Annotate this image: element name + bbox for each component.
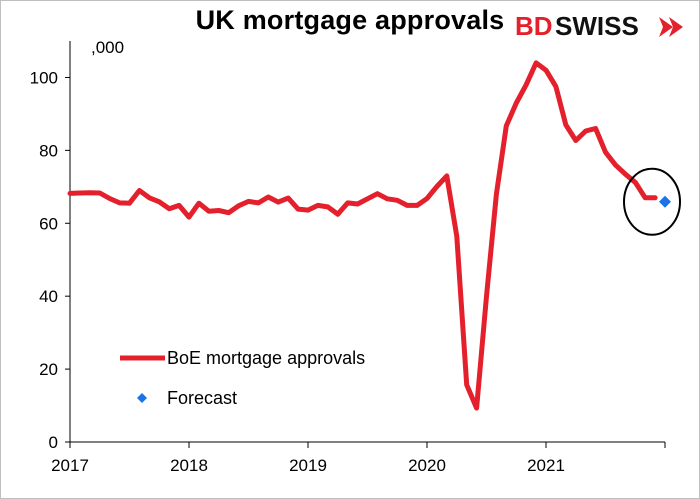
- legend-label-boe: BoE mortgage approvals: [167, 348, 365, 368]
- y-tick-label: 0: [49, 433, 58, 452]
- logo-text-swiss: SWISS: [555, 11, 639, 41]
- forecast-highlight-circle: [623, 167, 681, 236]
- legend: BoE mortgage approvals Forecast: [120, 348, 365, 408]
- forecast-point: [659, 195, 671, 208]
- double-chevron-right-icon: [659, 17, 683, 37]
- x-tick-label: 2019: [289, 456, 327, 475]
- y-tick-label: 60: [39, 214, 58, 233]
- bdswiss-logo: BD SWISS: [515, 11, 683, 41]
- x-tick-label: 2020: [408, 456, 446, 475]
- series-layer: [67, 60, 671, 411]
- logo-text-bd: BD: [515, 11, 553, 41]
- axes: [69, 41, 665, 443]
- series-line-boe-mortgage-approvals: [67, 60, 658, 411]
- y-tick-label: 20: [39, 360, 58, 379]
- y-tick-label: 80: [39, 141, 58, 160]
- chart-title: UK mortgage approvals: [195, 5, 505, 35]
- x-tick-label: 2018: [170, 456, 208, 475]
- x-tick-label: 2021: [527, 456, 565, 475]
- annotation-layer: [623, 167, 681, 236]
- legend-swatch-diamond: [137, 393, 147, 403]
- legend-label-forecast: Forecast: [167, 388, 237, 408]
- y-axis-ticks: 0 20 40 60 80 100: [30, 68, 70, 452]
- x-axis-ticks: 2017 2018 2019 2020 2021: [51, 442, 666, 475]
- y-unit-label: ,000: [91, 38, 124, 57]
- y-tick-label: 40: [39, 287, 58, 306]
- y-tick-label: 100: [30, 68, 58, 87]
- x-tick-label: 2017: [51, 456, 89, 475]
